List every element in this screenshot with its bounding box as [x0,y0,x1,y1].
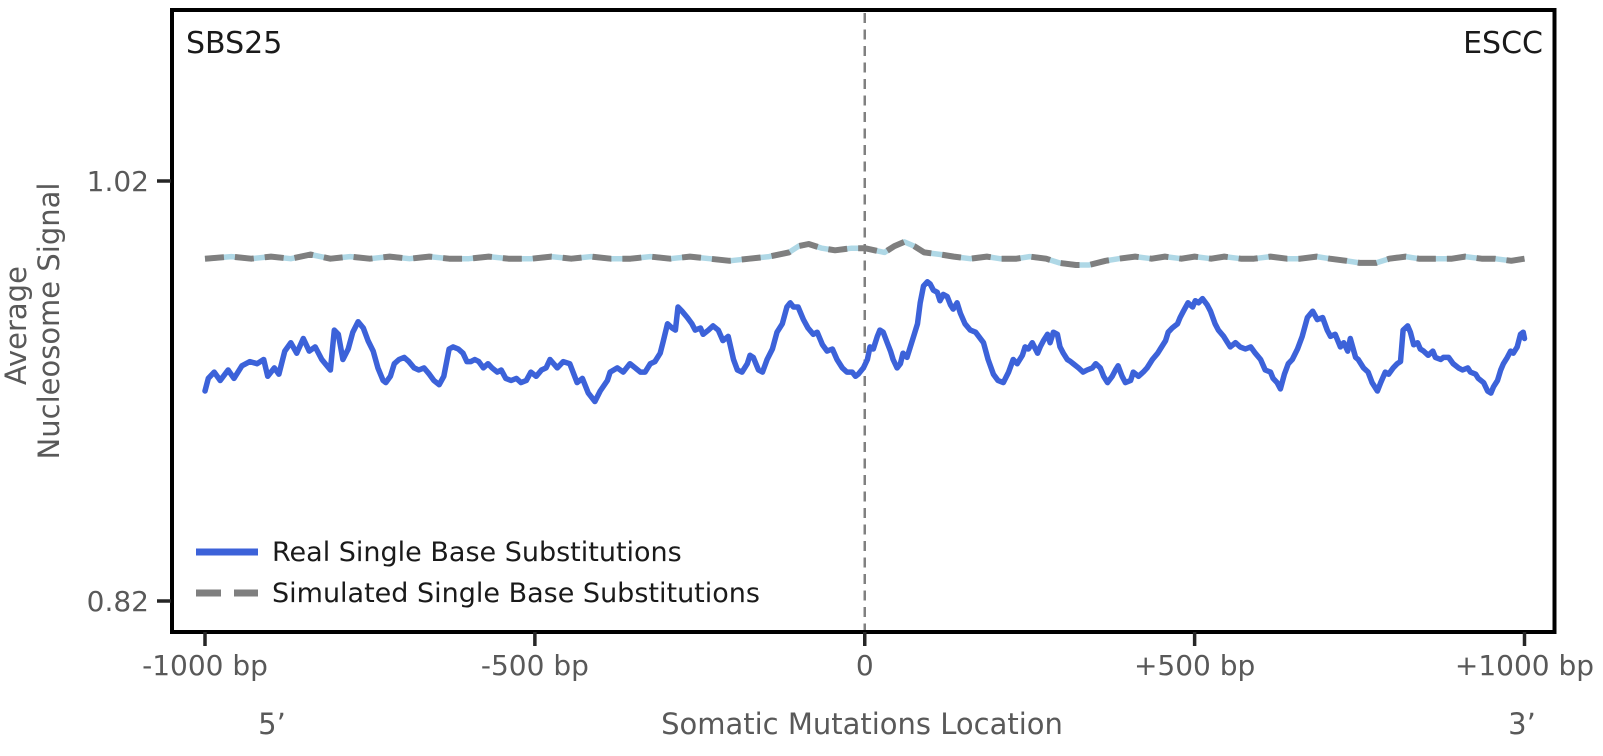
five-prime-label: 5’ [258,707,286,741]
real-line [202,279,1528,405]
legend-real-label: Real Single Base Substitutions [272,537,682,568]
three-prime-label: 3’ [1508,707,1536,741]
y-axis-ticks: 1.02 0.82 [87,165,171,618]
x-tick-label: 0 [856,649,874,682]
cancer-type-label: ESCC [1463,26,1543,61]
simulated-line [204,238,1525,268]
x-tick-label: +500 bp [1134,649,1255,682]
y-axis-title-line2: Nucleosome Signal [32,183,66,460]
x-tick-label: -500 bp [481,649,589,682]
legend-simulated-label: Simulated Single Base Substitutions [272,578,760,609]
x-axis-title: Somatic Mutations Location [661,707,1063,741]
y-tick-label: 1.02 [87,165,149,198]
y-tick-label: 0.82 [87,585,149,618]
x-tick-label: +1000 bp [1455,649,1594,682]
x-axis-ticks: -1000 bp -500 bp 0 +500 bp +1000 bp [142,632,1594,682]
x-tick-label: -1000 bp [142,649,268,682]
signature-label: SBS25 [186,26,282,61]
y-axis-title: Average Nucleosome Signal [0,183,66,460]
y-axis-title-line1: Average [0,266,33,385]
legend: Real Single Base Substitutions Simulated… [196,537,760,609]
